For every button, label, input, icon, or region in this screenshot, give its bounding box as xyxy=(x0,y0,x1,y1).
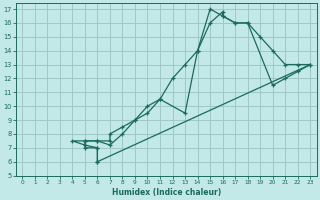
X-axis label: Humidex (Indice chaleur): Humidex (Indice chaleur) xyxy=(112,188,221,197)
